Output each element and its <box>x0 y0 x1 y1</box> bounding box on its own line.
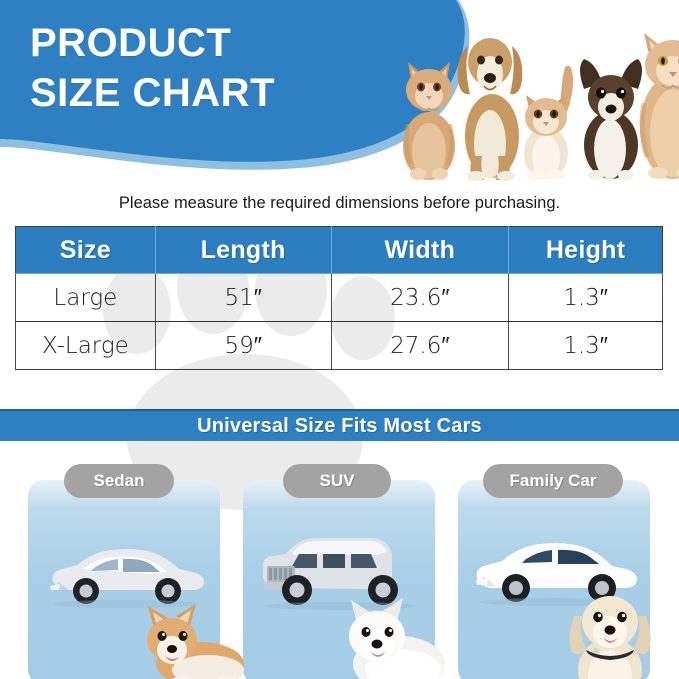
silver-suv-car <box>263 538 416 610</box>
beagle-dog <box>457 38 523 181</box>
white-sedan-car <box>50 549 204 608</box>
header-banner: PRODUCT SIZE CHART <box>0 0 679 190</box>
panel-family-car: Family Car <box>458 464 651 679</box>
golden-retriever-puppy <box>569 596 651 679</box>
size-chart-table: Size Length Width Height Large 51″ 23.6″… <box>15 226 663 370</box>
column-header-size: Size <box>15 226 156 274</box>
header-blob-shape <box>0 0 470 170</box>
universal-size-banner: Universal Size Fits Most Cars <box>0 409 679 441</box>
chihuahua-dog <box>580 59 642 180</box>
page-title-line2: SIZE CHART <box>30 71 275 115</box>
page-title-line1: PRODUCT <box>30 21 232 65</box>
cell-length-large: 51″ <box>154 273 332 322</box>
measure-instruction-text: Please measure the required dimensions b… <box>118 194 561 212</box>
pets-photo-group <box>388 6 679 181</box>
label-pill-sedan: Sedan <box>64 464 174 498</box>
panel-suv: SUV <box>243 464 445 679</box>
cell-length-xlarge: 59″ <box>154 321 332 370</box>
tabby-kitten <box>524 65 574 180</box>
column-header-length: Length <box>154 226 332 274</box>
white-sedan-car-2 <box>476 543 638 606</box>
label-pill-suv: SUV <box>283 464 391 498</box>
table-row: Large 51″ 23.6″ 1.3″ <box>15 273 663 322</box>
label-pill-family-car: Family Car <box>483 464 623 498</box>
corgi-dog <box>147 604 244 679</box>
cell-size-large: Large <box>15 273 156 322</box>
universal-size-banner-text: Universal Size Fits Most Cars <box>197 414 482 437</box>
cell-width-xlarge: 27.6″ <box>330 321 510 370</box>
table-header-row: Size Length Width Height <box>15 226 663 274</box>
samoyed-dog <box>349 598 445 679</box>
column-header-height: Height <box>508 226 663 274</box>
table-row: X-Large 59″ 27.6″ 1.3″ <box>15 321 663 370</box>
orange-tabby-cat <box>403 62 455 180</box>
cell-size-xlarge: X-Large <box>15 321 156 370</box>
car-type-panels: Sedan <box>0 455 679 679</box>
panel-sedan: Sedan <box>28 464 244 679</box>
cell-width-large: 23.6″ <box>330 273 510 322</box>
cell-height-xlarge: 1.3″ <box>508 321 663 370</box>
page-title: PRODUCT SIZE CHART <box>30 18 380 118</box>
ginger-cat <box>639 33 679 179</box>
cell-height-large: 1.3″ <box>508 273 663 322</box>
column-header-width: Width <box>330 226 510 274</box>
